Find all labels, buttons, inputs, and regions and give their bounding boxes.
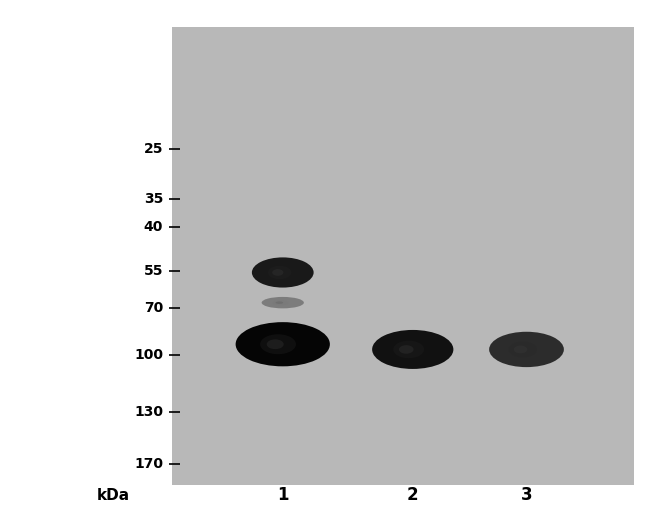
Text: 3: 3 bbox=[521, 486, 532, 504]
Text: 40: 40 bbox=[144, 220, 163, 234]
Text: kDa: kDa bbox=[98, 488, 130, 502]
Text: 70: 70 bbox=[144, 301, 163, 315]
Text: 170: 170 bbox=[134, 457, 163, 471]
Ellipse shape bbox=[276, 302, 283, 304]
Ellipse shape bbox=[514, 346, 527, 353]
Text: 35: 35 bbox=[144, 192, 163, 205]
Bar bbox=[172, 27, 634, 485]
Ellipse shape bbox=[266, 340, 283, 349]
Ellipse shape bbox=[508, 342, 537, 357]
Ellipse shape bbox=[252, 257, 313, 288]
Ellipse shape bbox=[272, 300, 289, 305]
Ellipse shape bbox=[260, 334, 296, 354]
Text: 55: 55 bbox=[144, 265, 163, 278]
Ellipse shape bbox=[372, 330, 454, 369]
Text: 100: 100 bbox=[134, 348, 163, 361]
Ellipse shape bbox=[393, 341, 424, 358]
Ellipse shape bbox=[268, 266, 291, 279]
Ellipse shape bbox=[399, 345, 413, 354]
Text: 1: 1 bbox=[277, 486, 289, 504]
Ellipse shape bbox=[489, 332, 564, 367]
Text: 2: 2 bbox=[407, 486, 419, 504]
Ellipse shape bbox=[272, 269, 283, 276]
Ellipse shape bbox=[235, 322, 330, 367]
Ellipse shape bbox=[261, 297, 304, 308]
Text: 25: 25 bbox=[144, 142, 163, 156]
Text: 130: 130 bbox=[134, 405, 163, 419]
